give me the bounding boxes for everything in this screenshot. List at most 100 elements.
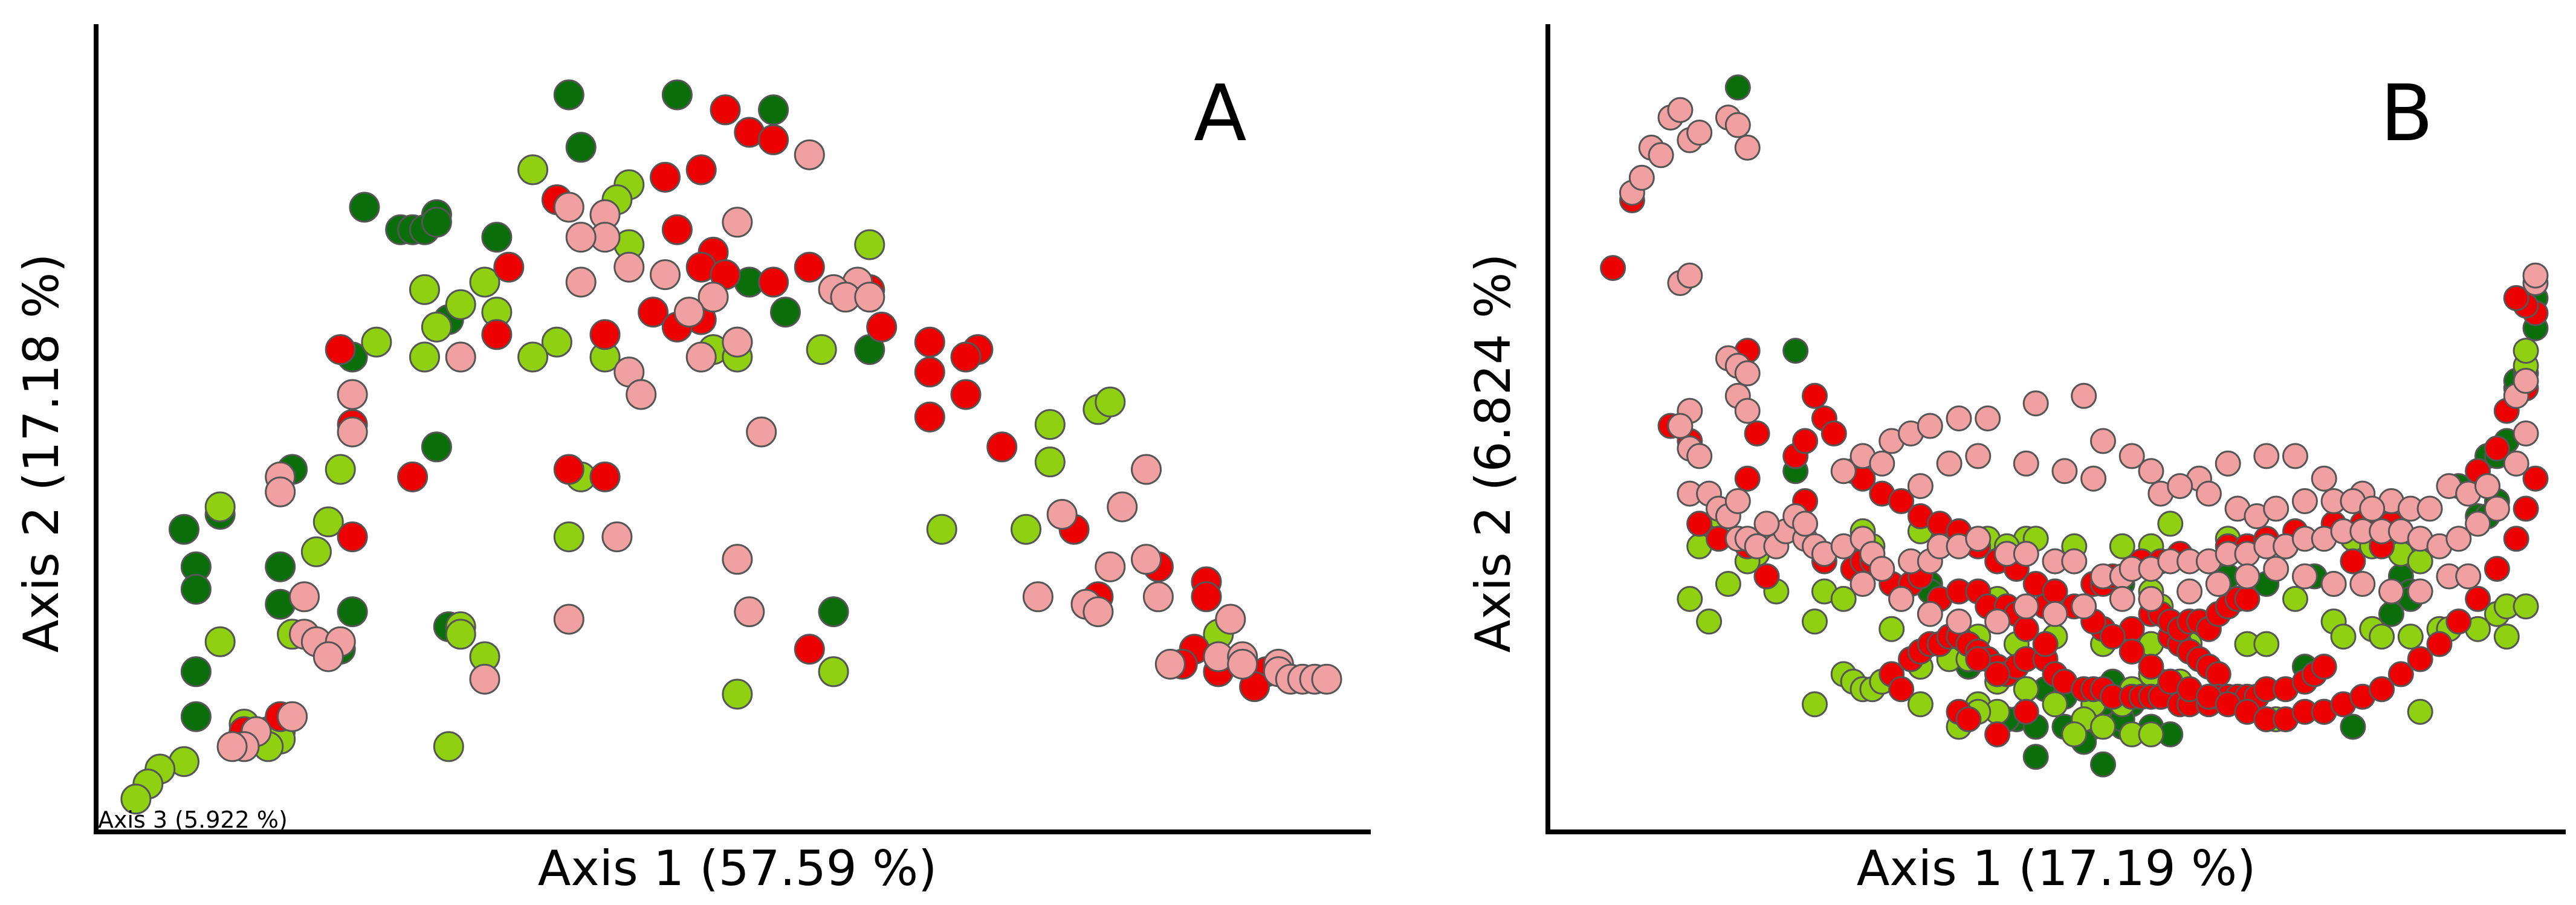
panel-b-point-pink-86 — [2090, 428, 2116, 454]
panel-a-point-pink-16 — [685, 341, 717, 373]
panel-a-point-red-27 — [914, 401, 945, 433]
panel-a-points — [120, 79, 1342, 815]
panel-b-point-light-green-86 — [1802, 691, 1828, 718]
panel-a-point-pink-39 — [1215, 604, 1246, 635]
panel-a-z-axis-label: Axis 3 (5.922 %) — [98, 807, 288, 833]
panel-a-point-pink-20 — [337, 379, 368, 410]
panel-b-point-red-8 — [1686, 510, 1713, 537]
panel-b-point-pink-123 — [1946, 608, 1972, 635]
panel-a-point-red-32 — [337, 521, 368, 553]
panel-a-point-red-4 — [650, 161, 681, 193]
panel-a-point-light-green-9 — [541, 326, 572, 358]
panel-a-point-red-11 — [493, 251, 525, 283]
panel-b-point-red-151 — [2387, 661, 2414, 688]
panel-a-point-pink-6 — [613, 251, 645, 283]
panel-b-point-dark-green-0 — [1724, 74, 1751, 101]
panel-b-point-pink-81 — [1917, 413, 1943, 439]
panel-a-point-pink-37 — [734, 596, 765, 628]
panel-b-point-pink-88 — [2138, 458, 2164, 485]
panel-b-point-pink-104 — [1907, 473, 1934, 500]
panel-a-point-dark-green-29 — [180, 701, 212, 732]
panel-b-point-dark-green-42 — [2340, 713, 2366, 740]
panel-b-point-red-7 — [1734, 465, 1761, 492]
panel-b-point-pink-3 — [1648, 142, 1674, 169]
panel-a-point-light-green-7 — [445, 289, 476, 320]
panel-b-point-pink-107 — [2013, 450, 2039, 477]
panel-a-point-dark-green-28 — [180, 656, 212, 688]
panel-a-point-red-21 — [914, 326, 945, 358]
panel-a-point-light-green-36 — [818, 656, 849, 688]
panel-a-point-dark-green-4 — [349, 192, 380, 223]
panel-a-point-light-green-30 — [300, 536, 332, 567]
panel-b-point-light-green-19 — [2369, 623, 2395, 650]
panel-a-point-pink-27 — [1107, 491, 1138, 523]
panel-b-point-pink-120 — [1849, 571, 1876, 597]
panel-a-point-dark-green-19 — [169, 514, 199, 545]
panel-b-point-pink-112 — [2195, 480, 2222, 507]
panel-b-point-light-green-50 — [1879, 616, 1905, 642]
panel-b-point-red-107 — [1955, 706, 1982, 733]
panel-a-point-light-green-21 — [1095, 386, 1126, 417]
panel-b-point-light-green-82 — [2061, 721, 2088, 747]
panel-b-point-pink-124 — [1984, 608, 2011, 635]
panel-b-point-red-11 — [1753, 563, 1780, 590]
panel-a-point-dark-green-1 — [661, 79, 693, 111]
panel-b-point-pink-138 — [2407, 578, 2433, 605]
panel-a-point-pink-25 — [265, 476, 296, 507]
panel-a-point-pink-38 — [553, 604, 584, 635]
panel-b-point-red-152 — [2407, 646, 2433, 672]
panel-a-point-red-36 — [1191, 581, 1222, 613]
panel-b-point-red-136 — [2099, 623, 2126, 650]
panel-b-point-pink-44 — [1965, 526, 1992, 552]
panel-b-point-light-green-6 — [1715, 571, 1741, 597]
panel-b-point-red-105 — [1888, 676, 1915, 703]
panel-a-point-light-green-19 — [1034, 409, 1066, 440]
panel-a-point-light-green-4 — [854, 229, 885, 260]
panel-b-point-red-158 — [2513, 495, 2539, 522]
panel-b-point-pink-85 — [2071, 382, 2097, 409]
panel-b-point-pink-39 — [1869, 556, 1895, 582]
panel-b-point-red-154 — [2445, 608, 2472, 635]
panel-a-point-light-green-25 — [204, 491, 236, 523]
panel-b-point-pink-116 — [2291, 488, 2318, 514]
panel-b-point-pink-74 — [2522, 262, 2549, 289]
panel-b-point-pink-15 — [1734, 360, 1761, 387]
panel-a-point-pink-32 — [1095, 551, 1126, 582]
panel-b-point-pink-19 — [1667, 413, 1694, 439]
panel-a-point-light-green-26 — [312, 506, 344, 538]
panel-b-point-pink-111 — [2167, 473, 2193, 500]
panel-a-point-light-green-45 — [120, 784, 152, 815]
panel-b-point-pink-9 — [1724, 112, 1751, 138]
panel-a-point-pink-28 — [601, 521, 633, 553]
panel-b-points — [1600, 74, 2549, 778]
panel-b-point-light-green-85 — [1907, 691, 1934, 718]
panel-b-point-pink-105 — [1936, 450, 1963, 477]
panel-a-point-pink-17 — [445, 341, 476, 373]
panel-b-point-light-green-49 — [1802, 608, 1828, 635]
panel-b-point-light-green-20 — [2397, 623, 2424, 650]
panel-b-point-pink-93 — [2311, 465, 2337, 492]
panel-a-point-light-green-28 — [926, 514, 957, 545]
panel-a-point-red-20 — [325, 334, 356, 366]
panel-a-point-pink-1 — [553, 192, 584, 223]
panel-b-point-pink-131 — [2205, 571, 2231, 597]
panel-a-point-pink-7 — [650, 259, 681, 291]
panel-a-point-pink-43 — [312, 641, 344, 672]
panel-b-point-red-101 — [2234, 585, 2260, 612]
panel-b-point-pink-129 — [2138, 585, 2164, 612]
panel-a-point-pink-22 — [337, 416, 368, 448]
panel-a-point-red-15 — [638, 297, 669, 328]
panel-a-point-dark-green-25 — [818, 596, 849, 628]
panel-a-point-pink-0 — [794, 139, 825, 170]
panel-a-point-red-18 — [866, 311, 898, 343]
panel-a-point-dark-green-20 — [265, 551, 296, 582]
panel-a-point-pink-33 — [1022, 581, 1053, 613]
panel-a-point-pink-26 — [1046, 498, 1078, 530]
panel-b-point-pink-137 — [2378, 578, 2404, 605]
panel-b-point-pink-7 — [1686, 120, 1713, 146]
panel-a-point-pink-12 — [697, 282, 729, 313]
panel-a-point-pink-47 — [1227, 648, 1258, 680]
panel-a-point-pink-58 — [216, 731, 248, 762]
panel-b-point-red-4 — [1744, 420, 1770, 446]
